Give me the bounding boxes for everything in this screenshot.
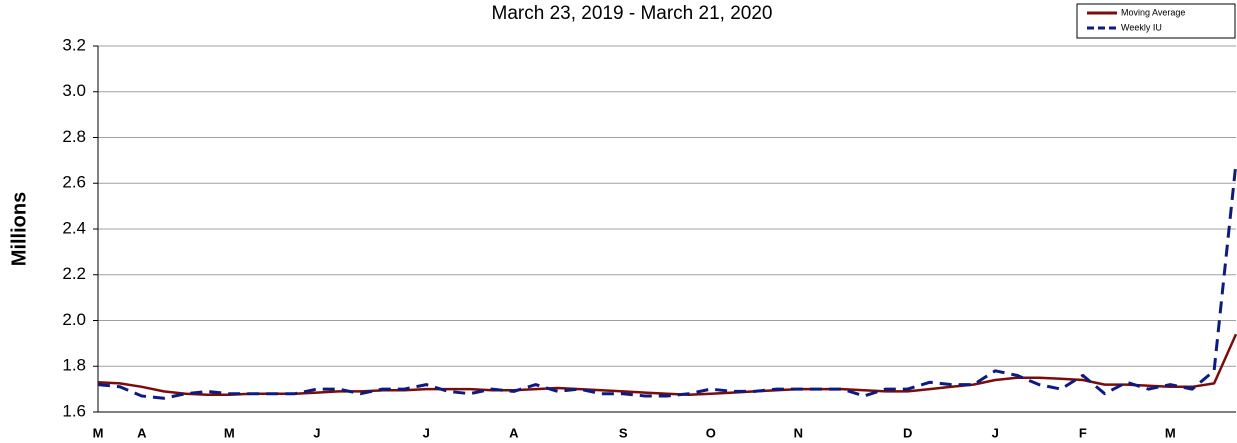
chart-title: March 23, 2019 - March 21, 2020	[492, 3, 773, 24]
x-tick-label: J	[423, 425, 430, 440]
y-tick-label: 2.8	[62, 127, 86, 146]
x-tick-label: J	[313, 425, 320, 440]
x-tick-label: N	[794, 425, 803, 440]
x-tick-label: M	[93, 425, 104, 440]
x-tick-label: O	[706, 425, 716, 440]
y-tick-label: 2.6	[62, 173, 86, 192]
y-tick-label: 2.0	[62, 310, 86, 329]
y-axis-label: Millions	[8, 192, 30, 266]
y-tick-label: 3.0	[62, 81, 86, 100]
series-line	[97, 162, 1237, 400]
x-tick-label: M	[1165, 425, 1176, 440]
y-tick-label: 3.2	[62, 35, 86, 54]
y-tick-label: 2.4	[62, 218, 86, 237]
x-tick-label: S	[619, 425, 628, 440]
x-tick-label: M	[224, 425, 235, 440]
legend-label: Weekly IU	[1121, 22, 1162, 32]
y-tick-label: 2.2	[62, 264, 86, 283]
x-tick-label: D	[903, 425, 912, 440]
x-tick-label: A	[509, 425, 519, 440]
x-tick-label: A	[137, 425, 147, 440]
y-tick-label: 1.8	[62, 356, 86, 375]
legend-label: Moving Average	[1121, 7, 1185, 17]
y-tick-label: 1.6	[62, 401, 86, 420]
x-tick-label: J	[992, 425, 999, 440]
x-tick-label: F	[1079, 425, 1087, 440]
legend-box	[1076, 3, 1236, 39]
